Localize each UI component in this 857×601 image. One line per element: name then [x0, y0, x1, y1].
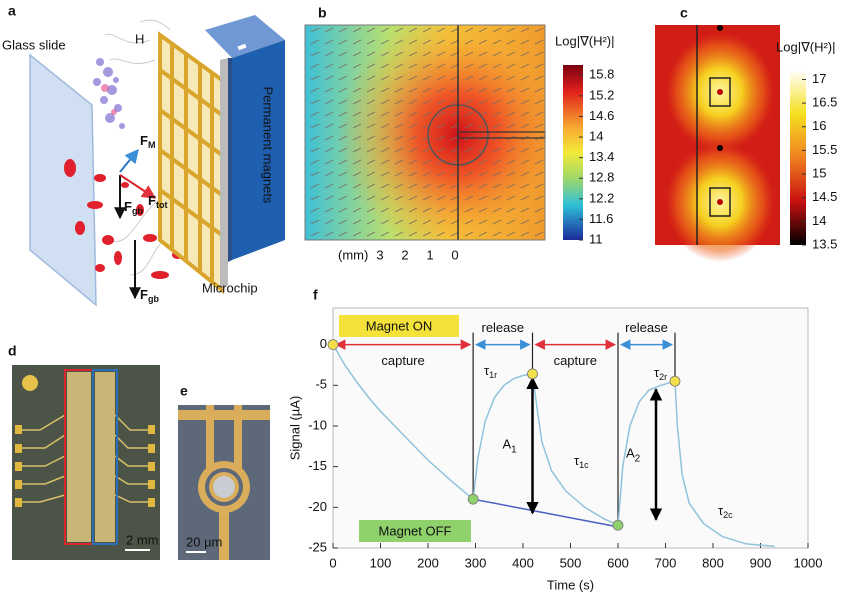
force-label-sub: gb [132, 206, 143, 216]
x-axis-label: Time (s) [547, 577, 594, 592]
phase-label: release [625, 320, 668, 335]
y-tick-label: 0 [320, 336, 327, 351]
force-label-main: F [148, 193, 156, 208]
panel-a-illustration [30, 15, 285, 305]
colorbar-tick-label: 16.5 [812, 95, 837, 110]
force-label-sub: tot [156, 200, 168, 210]
figure: aGlass slideHFMFgbFtotFgbPermanent magne… [0, 0, 857, 601]
colorbar-tick-label: 15.2 [589, 87, 614, 102]
x-tick-label: 700 [655, 555, 677, 570]
panel-label: e [180, 383, 188, 399]
x-tick-label: 600 [607, 555, 629, 570]
colorbar-tick-label: 15.8 [589, 67, 614, 82]
panel-label: b [318, 5, 327, 21]
force-label-main: F [140, 133, 148, 148]
colorbar-tick-label: 16 [812, 118, 826, 133]
scale-bar-label: 2 mm [126, 532, 159, 547]
colorbar-title: Log|∇(H²)| [555, 33, 615, 48]
colorbar-tick-label: 15.5 [812, 142, 837, 157]
glass-slide-label: Glass slide [2, 37, 66, 52]
colorbar-tick-label: 13.4 [589, 149, 614, 164]
scale-bar-label: 20 µm [186, 534, 222, 549]
force-label-main: F [124, 199, 132, 214]
amplitude-label-sub: 2 [635, 453, 641, 464]
panel-c-heatmap [655, 25, 780, 262]
panel-label: f [313, 287, 318, 303]
marker [328, 340, 338, 350]
colorbar-tick-label: 12.2 [589, 190, 614, 205]
time-constant-label-sub: 2c [723, 510, 733, 520]
colorbar-tick-label: 12.8 [589, 170, 614, 185]
colorbar-tick-label: 15 [812, 165, 826, 180]
x-tick-label: 0 [329, 555, 336, 570]
colorbar-tick-label: 14.5 [812, 189, 837, 204]
colorbar-tick-label: 17 [812, 71, 826, 86]
colorbar-tick-label: 14 [589, 128, 603, 143]
amplitude-label-sub: 1 [511, 444, 517, 455]
colorbar-tick-label: 11 [589, 231, 603, 246]
amplitude-label-main: A [626, 446, 635, 461]
x-tick-label: 200 [417, 555, 439, 570]
time-constant-label-sub: 1c [579, 460, 589, 470]
axis-unit: (mm) [338, 247, 368, 262]
x-tick-label: 0 [451, 247, 458, 262]
marker [613, 520, 623, 530]
x-tick-label: 500 [560, 555, 582, 570]
magnets-label: Permanent magnets [261, 86, 276, 204]
field-label: H [135, 31, 144, 46]
panel-d-photo [12, 365, 160, 560]
x-tick-label: 900 [750, 555, 772, 570]
force-label-main: F [140, 287, 148, 302]
x-tick-label: 1 [426, 247, 433, 262]
time-constant-label-sub: 2r [659, 372, 667, 382]
x-tick-label: 800 [702, 555, 724, 570]
y-tick-label: -25 [308, 539, 327, 554]
x-tick-label: 2 [401, 247, 408, 262]
colorbar-title: Log|∇(H²)| [776, 39, 836, 54]
y-tick-label: -10 [308, 417, 327, 432]
marker [528, 369, 538, 379]
panel-label: d [8, 343, 17, 359]
force-label: Fgb [140, 287, 159, 304]
x-tick-label: 300 [465, 555, 487, 570]
y-tick-label: -20 [308, 499, 327, 514]
force-label: Fgb [124, 199, 143, 216]
colorbar-b [563, 65, 583, 240]
panel-b-heatmap [305, 25, 545, 240]
force-label: FM [140, 133, 155, 150]
panel-label: c [680, 5, 688, 21]
phase-label: release [481, 320, 524, 335]
force-label-sub: gb [148, 294, 159, 304]
x-tick-label: 400 [512, 555, 534, 570]
y-axis-label: Signal (µA) [287, 396, 302, 461]
colorbar-tick-label: 13.5 [812, 236, 837, 251]
x-tick-label: 100 [370, 555, 392, 570]
magnet-off-label: Magnet OFF [379, 523, 452, 538]
colorbar-tick-label: 14 [812, 213, 826, 228]
colorbar-tick-label: 11.6 [589, 211, 613, 226]
marker [670, 376, 680, 386]
y-tick-label: -15 [308, 458, 327, 473]
panel-label: a [8, 3, 16, 19]
force-label-sub: M [148, 140, 156, 150]
colorbar-c [790, 70, 806, 245]
time-constant-label-sub: 1r [489, 370, 497, 380]
phase-label: capture [381, 353, 424, 368]
y-tick-label: -5 [315, 377, 327, 392]
colorbar-tick-label: 14.6 [589, 108, 614, 123]
phase-label: capture [554, 353, 597, 368]
x-tick-label: 1000 [794, 555, 823, 570]
magnet-on-label: Magnet ON [366, 318, 432, 333]
chip-label: Microchip [202, 280, 258, 295]
amplitude-label-main: A [503, 437, 512, 452]
marker [468, 494, 478, 504]
x-tick-label: 3 [376, 247, 383, 262]
